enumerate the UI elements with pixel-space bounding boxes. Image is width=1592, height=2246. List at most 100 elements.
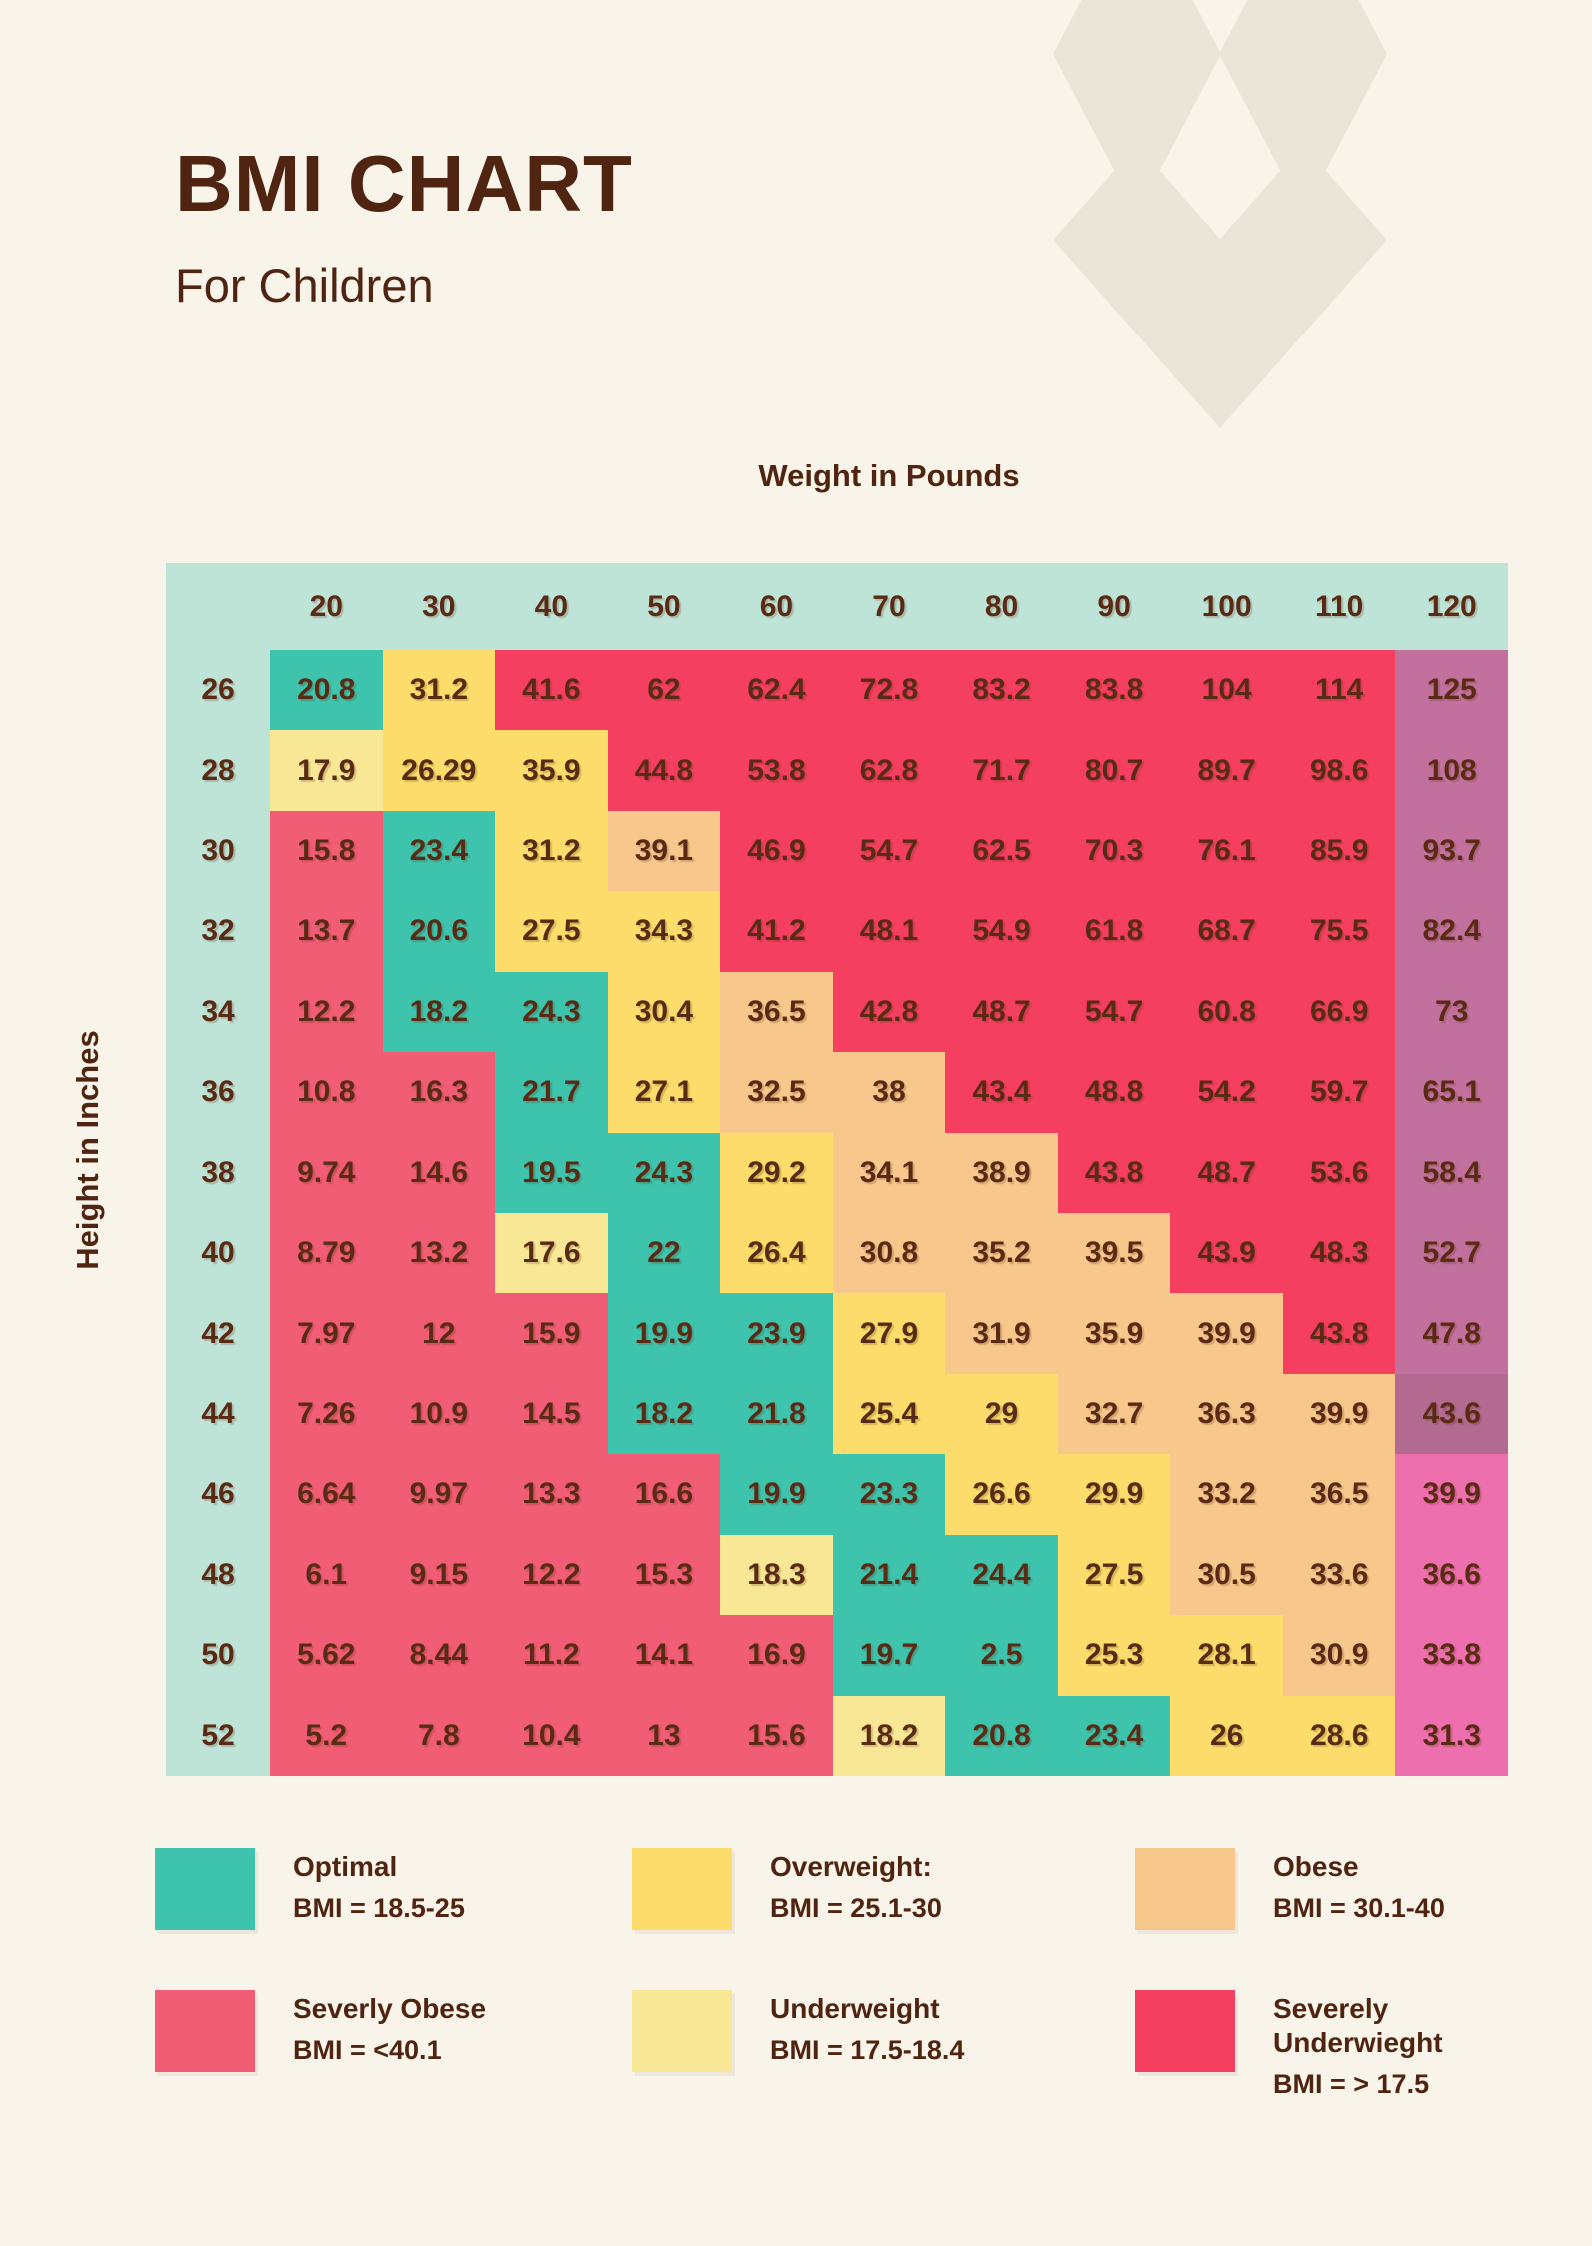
bmi-cell: 10.9 bbox=[382, 1373, 496, 1455]
height-label-cell: 34 bbox=[201, 994, 235, 1028]
legend-swatch bbox=[632, 1990, 732, 2072]
bmi-cell: 36.6 bbox=[1395, 1534, 1508, 1616]
bmi-cell: 61.8 bbox=[1057, 891, 1171, 972]
height-label-cell: 30 bbox=[201, 834, 235, 868]
bmi-cell: 29.2 bbox=[720, 1132, 833, 1213]
bmi-cell: 34.3 bbox=[607, 891, 721, 972]
weight-header-cell: 100 bbox=[1201, 589, 1252, 623]
bmi-cell: 25.4 bbox=[832, 1373, 946, 1455]
bmi-cell: 53.6 bbox=[1282, 1132, 1396, 1213]
height-label-cell: 48 bbox=[201, 1557, 235, 1591]
bmi-cell: 12.2 bbox=[270, 971, 383, 1053]
height-label-cell: 46 bbox=[201, 1477, 235, 1511]
bmi-cell: 125 bbox=[1395, 650, 1508, 731]
weight-axis-label: Weight in Pounds bbox=[758, 458, 1020, 493]
legend-category-name: Obese bbox=[1273, 1851, 1359, 1882]
diamond-pattern-decoration bbox=[1053, 0, 1387, 428]
bmi-cell: 29 bbox=[945, 1373, 1058, 1455]
weight-header-cell: 20 bbox=[309, 589, 343, 623]
bmi-cell: 13.2 bbox=[382, 1213, 496, 1294]
bmi-cell: 54.9 bbox=[945, 891, 1058, 972]
bmi-cell: 82.4 bbox=[1395, 891, 1508, 972]
bmi-cell: 30.9 bbox=[1282, 1615, 1396, 1696]
bmi-cell: 26.29 bbox=[382, 730, 496, 811]
bmi-cell: 32.7 bbox=[1057, 1373, 1171, 1455]
bmi-cell: 12.2 bbox=[495, 1534, 608, 1616]
bmi-cell: 39.9 bbox=[1282, 1373, 1396, 1455]
legend-bmi-range: BMI = 25.1-30 bbox=[770, 1893, 942, 1923]
height-label-cell: 38 bbox=[201, 1155, 235, 1189]
bmi-cell: 30.5 bbox=[1170, 1534, 1283, 1616]
bmi-cell: 33.6 bbox=[1282, 1534, 1396, 1616]
bmi-cell: 108 bbox=[1395, 730, 1508, 811]
legend-item-optimal: Optimal BMI = 18.5-25 bbox=[155, 1848, 465, 1930]
bmi-cell: 24.3 bbox=[495, 971, 608, 1053]
bmi-cell: 72.8 bbox=[832, 650, 946, 731]
bmi-cell: 32.5 bbox=[720, 1052, 833, 1133]
legend-category-name: Optimal bbox=[293, 1851, 398, 1882]
legend-swatch bbox=[632, 1848, 732, 1930]
bmi-cell: 15.3 bbox=[607, 1534, 721, 1616]
legend-bmi-range: BMI = <40.1 bbox=[293, 2035, 442, 2065]
bmi-cell: 33.2 bbox=[1170, 1454, 1283, 1535]
legend-text: Overweight: BMI = 25.1-30 bbox=[770, 1848, 942, 1924]
height-label-cell: 52 bbox=[201, 1718, 235, 1752]
bmi-cell: 98.6 bbox=[1282, 730, 1396, 811]
weight-header-cell: 90 bbox=[1097, 589, 1131, 623]
bmi-cell: 18.3 bbox=[720, 1534, 833, 1616]
weight-header-cell: 70 bbox=[872, 589, 906, 623]
bmi-cell: 66.9 bbox=[1282, 971, 1396, 1053]
bmi-cell: 36.5 bbox=[720, 971, 833, 1053]
bmi-cell: 36.5 bbox=[1282, 1454, 1396, 1535]
bmi-cell: 10.8 bbox=[270, 1052, 383, 1133]
bmi-cell: 35.9 bbox=[495, 730, 608, 811]
height-label-cell: 44 bbox=[201, 1397, 235, 1431]
bmi-cell: 15.9 bbox=[495, 1293, 608, 1374]
bmi-cell: 73 bbox=[1395, 971, 1508, 1053]
bmi-cell: 104 bbox=[1170, 650, 1283, 731]
page-title: BMI CHART bbox=[175, 139, 633, 228]
bmi-cell: 38 bbox=[832, 1052, 946, 1133]
bmi-cell: 41.2 bbox=[720, 891, 833, 972]
bmi-cell: 26 bbox=[1170, 1695, 1283, 1776]
bmi-cell: 62 bbox=[607, 650, 721, 731]
bmi-cell: 48.8 bbox=[1057, 1052, 1171, 1133]
legend-swatch bbox=[155, 1990, 255, 2072]
bmi-cell: 27.9 bbox=[832, 1293, 946, 1374]
weight-header-cell: 40 bbox=[534, 589, 569, 623]
weight-header-cell: 110 bbox=[1314, 589, 1364, 623]
legend-item-obese: Obese BMI = 30.1-40 bbox=[1135, 1848, 1445, 1930]
bmi-cell: 19.9 bbox=[720, 1454, 833, 1535]
bmi-cell: 26.6 bbox=[945, 1454, 1058, 1535]
legend-item-overweight: Overweight: BMI = 25.1-30 bbox=[632, 1848, 942, 1930]
bmi-cell: 43.9 bbox=[1170, 1213, 1283, 1294]
bmi-cell: 23.9 bbox=[720, 1293, 833, 1374]
legend-text: Obese BMI = 30.1-40 bbox=[1273, 1848, 1445, 1924]
bmi-cell: 7.97 bbox=[270, 1293, 383, 1374]
bmi-cell: 6.64 bbox=[270, 1454, 383, 1535]
bmi-cell: 39.1 bbox=[607, 810, 721, 892]
bmi-cell: 71.7 bbox=[945, 730, 1058, 811]
legend-swatch bbox=[155, 1848, 255, 1930]
bmi-cell: 5.2 bbox=[270, 1695, 383, 1776]
bmi-cell: 27.5 bbox=[495, 891, 608, 972]
bmi-cell: 114 bbox=[1282, 650, 1396, 731]
diamond-shape bbox=[1136, 238, 1304, 428]
legend-text: Severly Obese BMI = <40.1 bbox=[293, 1990, 486, 2066]
weight-header-cell: 120 bbox=[1426, 589, 1477, 623]
bmi-cell: 62.5 bbox=[945, 810, 1058, 892]
bmi-cell: 24.3 bbox=[607, 1132, 721, 1213]
bmi-cell: 7.8 bbox=[382, 1695, 496, 1776]
bmi-cell: 52.7 bbox=[1395, 1213, 1508, 1294]
bmi-cell: 18.2 bbox=[832, 1695, 946, 1776]
bmi-cell: 17.6 bbox=[495, 1213, 608, 1294]
weight-header-cell: 60 bbox=[759, 589, 794, 623]
legend-item-underweight: Underweight BMI = 17.5-18.4 bbox=[632, 1990, 964, 2072]
bmi-cell: 42.8 bbox=[832, 971, 946, 1053]
bmi-cell: 25.3 bbox=[1057, 1615, 1171, 1696]
weight-header-cell: 50 bbox=[647, 589, 681, 623]
bmi-cell: 48.3 bbox=[1282, 1213, 1396, 1294]
bmi-cell: 38.9 bbox=[945, 1132, 1058, 1213]
bmi-cell: 16.3 bbox=[382, 1052, 496, 1133]
weight-header-cell: 80 bbox=[984, 589, 1019, 623]
